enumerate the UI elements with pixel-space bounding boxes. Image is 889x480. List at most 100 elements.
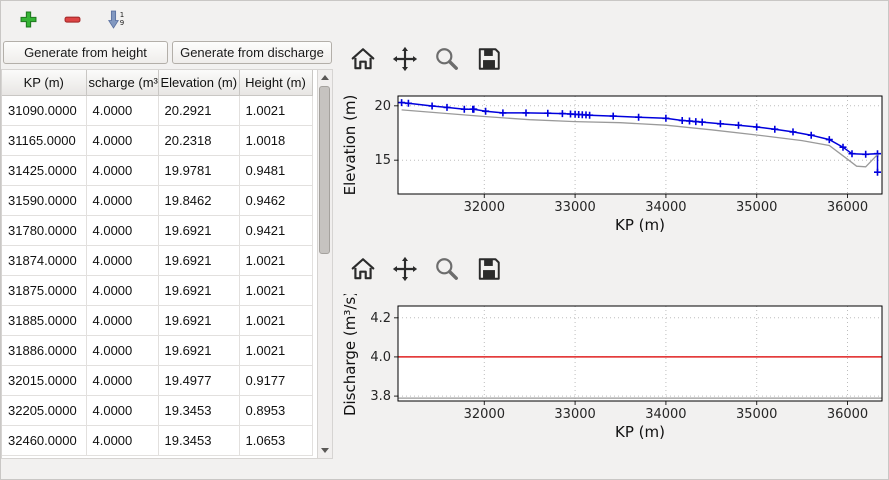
table-row[interactable]: 32205.0000 4.0000 19.3453 0.8953 <box>2 395 313 426</box>
table-cell[interactable]: 1.0021 <box>238 275 313 306</box>
zoom-button[interactable] <box>433 45 461 73</box>
table-cell[interactable]: 32015.0000 <box>2 365 87 396</box>
x-axis-label: KP (m) <box>615 423 665 441</box>
save-figure-button[interactable] <box>475 45 503 73</box>
table-row[interactable]: 31875.0000 4.0000 19.6921 1.0021 <box>2 275 313 306</box>
table-cell[interactable]: 20.2921 <box>157 95 240 126</box>
zoom-button[interactable] <box>433 255 461 283</box>
table-row[interactable]: 31590.0000 4.0000 19.8462 0.9462 <box>2 185 313 216</box>
table-vertical-scrollbar[interactable] <box>317 70 332 458</box>
column-header[interactable]: Elevation (m) <box>157 70 240 96</box>
table-cell[interactable]: 4.0000 <box>85 185 159 216</box>
table-row[interactable]: 31090.0000 4.0000 20.2921 1.0021 <box>2 95 313 126</box>
table-row[interactable]: 32015.0000 4.0000 19.4977 0.9177 <box>2 365 313 396</box>
plus-marker <box>544 109 552 117</box>
add-row-button[interactable] <box>15 6 41 32</box>
plus-marker <box>874 150 881 158</box>
save-figure-button[interactable] <box>475 255 503 283</box>
table-cell[interactable]: 0.8953 <box>238 395 313 426</box>
plus-marker <box>753 123 761 131</box>
table-cell[interactable]: 19.6921 <box>157 275 240 306</box>
table-cell[interactable]: 19.6921 <box>157 245 240 276</box>
table-cell[interactable]: 19.9781 <box>157 155 240 186</box>
scrollbar-thumb[interactable] <box>319 86 330 254</box>
table-cell[interactable]: 19.6921 <box>157 305 240 336</box>
table-cell[interactable]: 19.3453 <box>157 395 240 426</box>
table-cell[interactable]: 4.0000 <box>85 125 159 156</box>
table-cell[interactable]: 0.9177 <box>238 365 313 396</box>
table-cell[interactable]: 31090.0000 <box>2 95 87 126</box>
down-arrow-icon <box>107 10 119 29</box>
table-cell[interactable]: 31874.0000 <box>2 245 87 276</box>
home-view-button[interactable] <box>349 255 377 283</box>
table-cell[interactable]: 19.3453 <box>157 425 240 456</box>
table-row[interactable]: 31165.0000 4.0000 20.2318 1.0018 <box>2 125 313 156</box>
table-cell[interactable]: 0.9421 <box>238 215 313 246</box>
plus-marker <box>807 131 815 139</box>
table-cell[interactable]: 4.0000 <box>85 425 159 456</box>
table-cell[interactable]: 0.9481 <box>238 155 313 186</box>
table-cell[interactable]: 32205.0000 <box>2 395 87 426</box>
discharge-chart[interactable]: 32000 33000 34000 35000 36000 3.8 4.0 4.2 KP (m)… <box>341 294 889 458</box>
plus-marker <box>839 143 847 151</box>
x-tick-label: 33000 <box>554 200 595 215</box>
table-cell[interactable]: 31590.0000 <box>2 185 87 216</box>
table-cell[interactable]: 4.0000 <box>85 95 159 126</box>
plot-area[interactable] <box>398 306 882 401</box>
table-cell[interactable]: 19.8462 <box>157 185 240 216</box>
table-cell[interactable]: 31780.0000 <box>2 215 87 246</box>
generate-from-height-button[interactable]: Generate from height <box>3 41 168 64</box>
table-cell[interactable]: 4.0000 <box>85 365 159 396</box>
remove-row-button[interactable] <box>59 6 85 32</box>
x-tick-label: 34000 <box>645 200 686 215</box>
table-cell[interactable]: 4.0000 <box>85 245 159 276</box>
table-cell[interactable]: 1.0021 <box>238 245 313 276</box>
generate-from-discharge-button[interactable]: Generate from discharge <box>172 41 332 64</box>
table-cell[interactable]: 1.0653 <box>238 425 313 456</box>
table-cell[interactable]: 4.0000 <box>85 275 159 306</box>
home-view-button[interactable] <box>349 45 377 73</box>
plus-marker <box>678 117 686 124</box>
scroll-down-button[interactable] <box>318 443 332 458</box>
table-cell[interactable]: 1.0018 <box>238 125 313 156</box>
table-row[interactable]: 31886.0000 4.0000 19.6921 1.0021 <box>2 335 313 366</box>
table-cell[interactable]: 20.2318 <box>157 125 240 156</box>
table-cell[interactable]: 1.0021 <box>238 335 313 366</box>
scroll-up-button[interactable] <box>318 70 332 85</box>
table-row[interactable]: 31885.0000 4.0000 19.6921 1.0021 <box>2 305 313 336</box>
table-cell[interactable]: 32460.0000 <box>2 425 87 456</box>
sort-rows-button[interactable]: 1 9 <box>103 6 129 32</box>
column-header[interactable]: KP (m) <box>2 70 87 96</box>
table-cell[interactable]: 4.0000 <box>85 215 159 246</box>
plus-marker <box>848 150 856 158</box>
table-cell[interactable]: 1.0021 <box>238 305 313 336</box>
plus-marker <box>662 114 670 122</box>
table-row[interactable]: 31425.0000 4.0000 19.9781 0.9481 <box>2 155 313 186</box>
elevation-chart[interactable]: 32000 33000 34000 35000 36000 15 20 KP (m) Eleva… <box>341 85 889 249</box>
table-row[interactable]: 31874.0000 4.0000 19.6921 1.0021 <box>2 245 313 276</box>
table-cell[interactable]: 4.0000 <box>85 305 159 336</box>
pan-button[interactable] <box>391 255 419 283</box>
table-cell[interactable]: 4.0000 <box>85 155 159 186</box>
table-cell[interactable]: 31425.0000 <box>2 155 87 186</box>
table-cell[interactable]: 31885.0000 <box>2 305 87 336</box>
column-header[interactable]: Height (m) <box>238 70 313 96</box>
table-cell[interactable]: 1.0021 <box>238 95 313 126</box>
plot-area[interactable] <box>398 96 882 194</box>
table-cell[interactable]: 19.4977 <box>157 365 240 396</box>
pan-button[interactable] <box>391 45 419 73</box>
table-cell[interactable]: 4.0000 <box>85 395 159 426</box>
table-row[interactable]: 32460.0000 4.0000 19.3453 1.0653 <box>2 425 313 456</box>
table-cell[interactable]: 4.0000 <box>85 335 159 366</box>
table-row[interactable]: 31780.0000 4.0000 19.6921 0.9421 <box>2 215 313 246</box>
column-header[interactable]: scharge (m³/ <box>85 70 159 96</box>
plus-marker <box>635 113 643 121</box>
table-cell[interactable]: 31165.0000 <box>2 125 87 156</box>
table-cell[interactable]: 31875.0000 <box>2 275 87 306</box>
table-cell[interactable]: 19.6921 <box>157 335 240 366</box>
table-cell[interactable]: 19.6921 <box>157 215 240 246</box>
plus-marker <box>686 117 693 125</box>
table-cell[interactable]: 31886.0000 <box>2 335 87 366</box>
table-cell[interactable]: 0.9462 <box>238 185 313 216</box>
magnifier-icon <box>436 258 458 280</box>
